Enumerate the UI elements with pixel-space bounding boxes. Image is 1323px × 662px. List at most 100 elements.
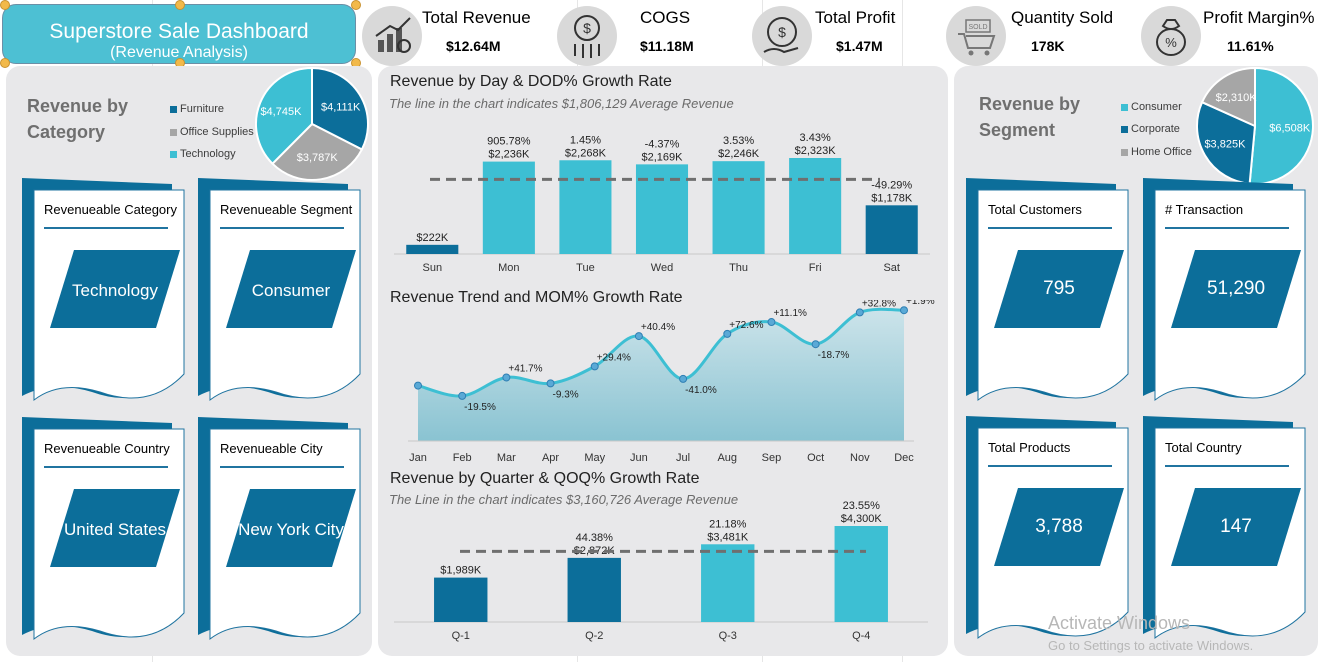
pie-slice: [1196, 100, 1257, 185]
card-shape: [22, 178, 185, 402]
legend-label: Corporate: [1131, 123, 1180, 135]
card-value-shape: [226, 489, 356, 567]
kpi-value: $12.64M: [446, 38, 501, 54]
bar-growth-label: 3.43%: [800, 132, 831, 144]
bar-growth-label: 905.78%: [487, 136, 531, 148]
legend-swatch: [1121, 125, 1128, 133]
card-shape: [966, 178, 1129, 402]
card-label: Revenueable Country: [44, 441, 170, 456]
card-value-shape: [994, 250, 1124, 328]
legend-label: Consumer: [1131, 101, 1182, 113]
growth-label: +1.9%: [906, 300, 935, 307]
kpi-card: Total Customers 795: [966, 178, 1130, 406]
growth-label: +72.6%: [729, 320, 763, 331]
bar-growth-label: 1.45%: [570, 134, 601, 146]
kpi-label: Profit Margin%: [1203, 8, 1315, 27]
kpi-card: Revenueable Category Technology: [22, 178, 186, 406]
kpi-value: 11.61%: [1227, 38, 1274, 54]
data-point: [723, 329, 732, 338]
bar-growth-label: 44.38%: [576, 532, 614, 544]
x-tick-label: Oct: [807, 452, 824, 464]
legend-label: Technology: [180, 148, 236, 160]
quarter-bar-chart: $1,989KQ-1$2,872K44.38%Q-2$3,481K21.18%Q…: [394, 500, 928, 642]
area-fill: [418, 309, 904, 441]
growth-label: +29.4%: [597, 352, 631, 363]
bar: [789, 158, 842, 254]
card-shape: [1143, 178, 1306, 402]
card-label: Revenueable Category: [44, 202, 177, 217]
dashboard-subtitle: (Revenue Analysis): [110, 44, 248, 61]
bar-value-label: $2,169K: [642, 151, 684, 163]
card-rule: [220, 227, 344, 229]
card-shape: [198, 417, 361, 641]
data-point: [634, 332, 643, 341]
month-area-chart: Jan -19.5% Feb +41.7% Mar -9.3% Apr +29.4% May +4…: [408, 300, 935, 464]
card-label: Total Customers: [988, 202, 1082, 217]
day-chart-subtitle: The line in the chart indicates $1,806,1…: [389, 96, 734, 111]
legend-swatch: [1121, 103, 1128, 111]
legend-label: Home Office: [1131, 146, 1192, 158]
bar: [559, 160, 612, 254]
bar: [635, 164, 689, 254]
money-chart-icon: [362, 6, 422, 66]
card-value: 51,290: [1206, 278, 1266, 299]
x-tick-label: Sat: [883, 262, 900, 274]
pie-slice-label: $3,825K: [1204, 139, 1246, 151]
kpi-card: # Transaction 51,290: [1143, 178, 1307, 406]
x-tick-label: Apr: [542, 452, 559, 464]
bar: [712, 161, 765, 254]
growth-label: -9.3%: [553, 389, 579, 400]
card-rule: [44, 466, 168, 468]
card-value: 147: [1220, 516, 1252, 537]
sold-out-cart-icon: SOLD: [946, 6, 1006, 66]
bar-value-label: $3,481K: [707, 531, 749, 543]
kpi-card: Total Products 3,788: [966, 416, 1130, 644]
pie-slice: [1248, 66, 1314, 185]
card-value-shape: [226, 250, 356, 328]
bar: [865, 205, 918, 254]
svg-text:SOLD: SOLD: [968, 24, 987, 31]
card-value: United States: [63, 520, 167, 539]
bar-value-label: $2,246K: [718, 148, 760, 160]
x-tick-label: Mar: [497, 452, 516, 464]
bar-value-label: $2,323K: [795, 145, 837, 157]
kpi-card: Revenueable Country United States: [22, 417, 186, 645]
x-tick-label: Sep: [762, 452, 782, 464]
resize-handle[interactable]: [351, 0, 361, 10]
data-point: [502, 373, 511, 382]
x-tick-label: Dec: [894, 452, 914, 464]
pie-slice-label: $3,787K: [297, 152, 339, 164]
x-tick-label: Thu: [729, 262, 748, 274]
dashboard-title: Superstore Sale Dashboard: [49, 20, 309, 43]
bar-value-label: $222K: [416, 232, 448, 244]
legend-swatch: [170, 128, 177, 136]
kpi-label: Total Revenue: [422, 8, 531, 27]
resize-handle[interactable]: [0, 58, 10, 68]
card-label: Total Country: [1165, 440, 1242, 455]
bar: [482, 161, 535, 254]
x-tick-label: Q-1: [452, 630, 470, 642]
legend-label: Office Supplies: [180, 126, 254, 138]
resize-handle[interactable]: [175, 0, 185, 10]
dashboard-title-box[interactable]: Superstore Sale Dashboard (Revenue Analy…: [2, 4, 356, 64]
x-tick-label: Fri: [809, 262, 822, 274]
card-rule: [220, 466, 344, 468]
kpi-label: COGS: [640, 8, 691, 27]
card-value: 3,788: [1035, 516, 1083, 537]
x-tick-label: May: [584, 452, 605, 464]
segment-heading: Revenue by Segment: [979, 91, 1080, 143]
legend-office-supplies: Office Supplies: [170, 126, 254, 138]
bar: [406, 244, 459, 254]
resize-handle[interactable]: [0, 0, 10, 10]
bar: [701, 544, 755, 622]
svg-text:$: $: [583, 20, 591, 36]
quarter-chart-title: Revenue by Quarter & QOQ% Growth Rate: [390, 470, 700, 487]
kpi-value: $1.47M: [836, 38, 883, 54]
category-heading: Revenue by Category: [27, 93, 128, 145]
card-value-shape: [50, 489, 180, 567]
legend-furniture: Furniture: [170, 103, 224, 115]
bar-value-label: $2,268K: [565, 147, 607, 159]
pie-slice-label: $6,508K: [1269, 123, 1311, 135]
legend-technology: Technology: [170, 148, 236, 160]
x-tick-label: Aug: [717, 452, 737, 464]
